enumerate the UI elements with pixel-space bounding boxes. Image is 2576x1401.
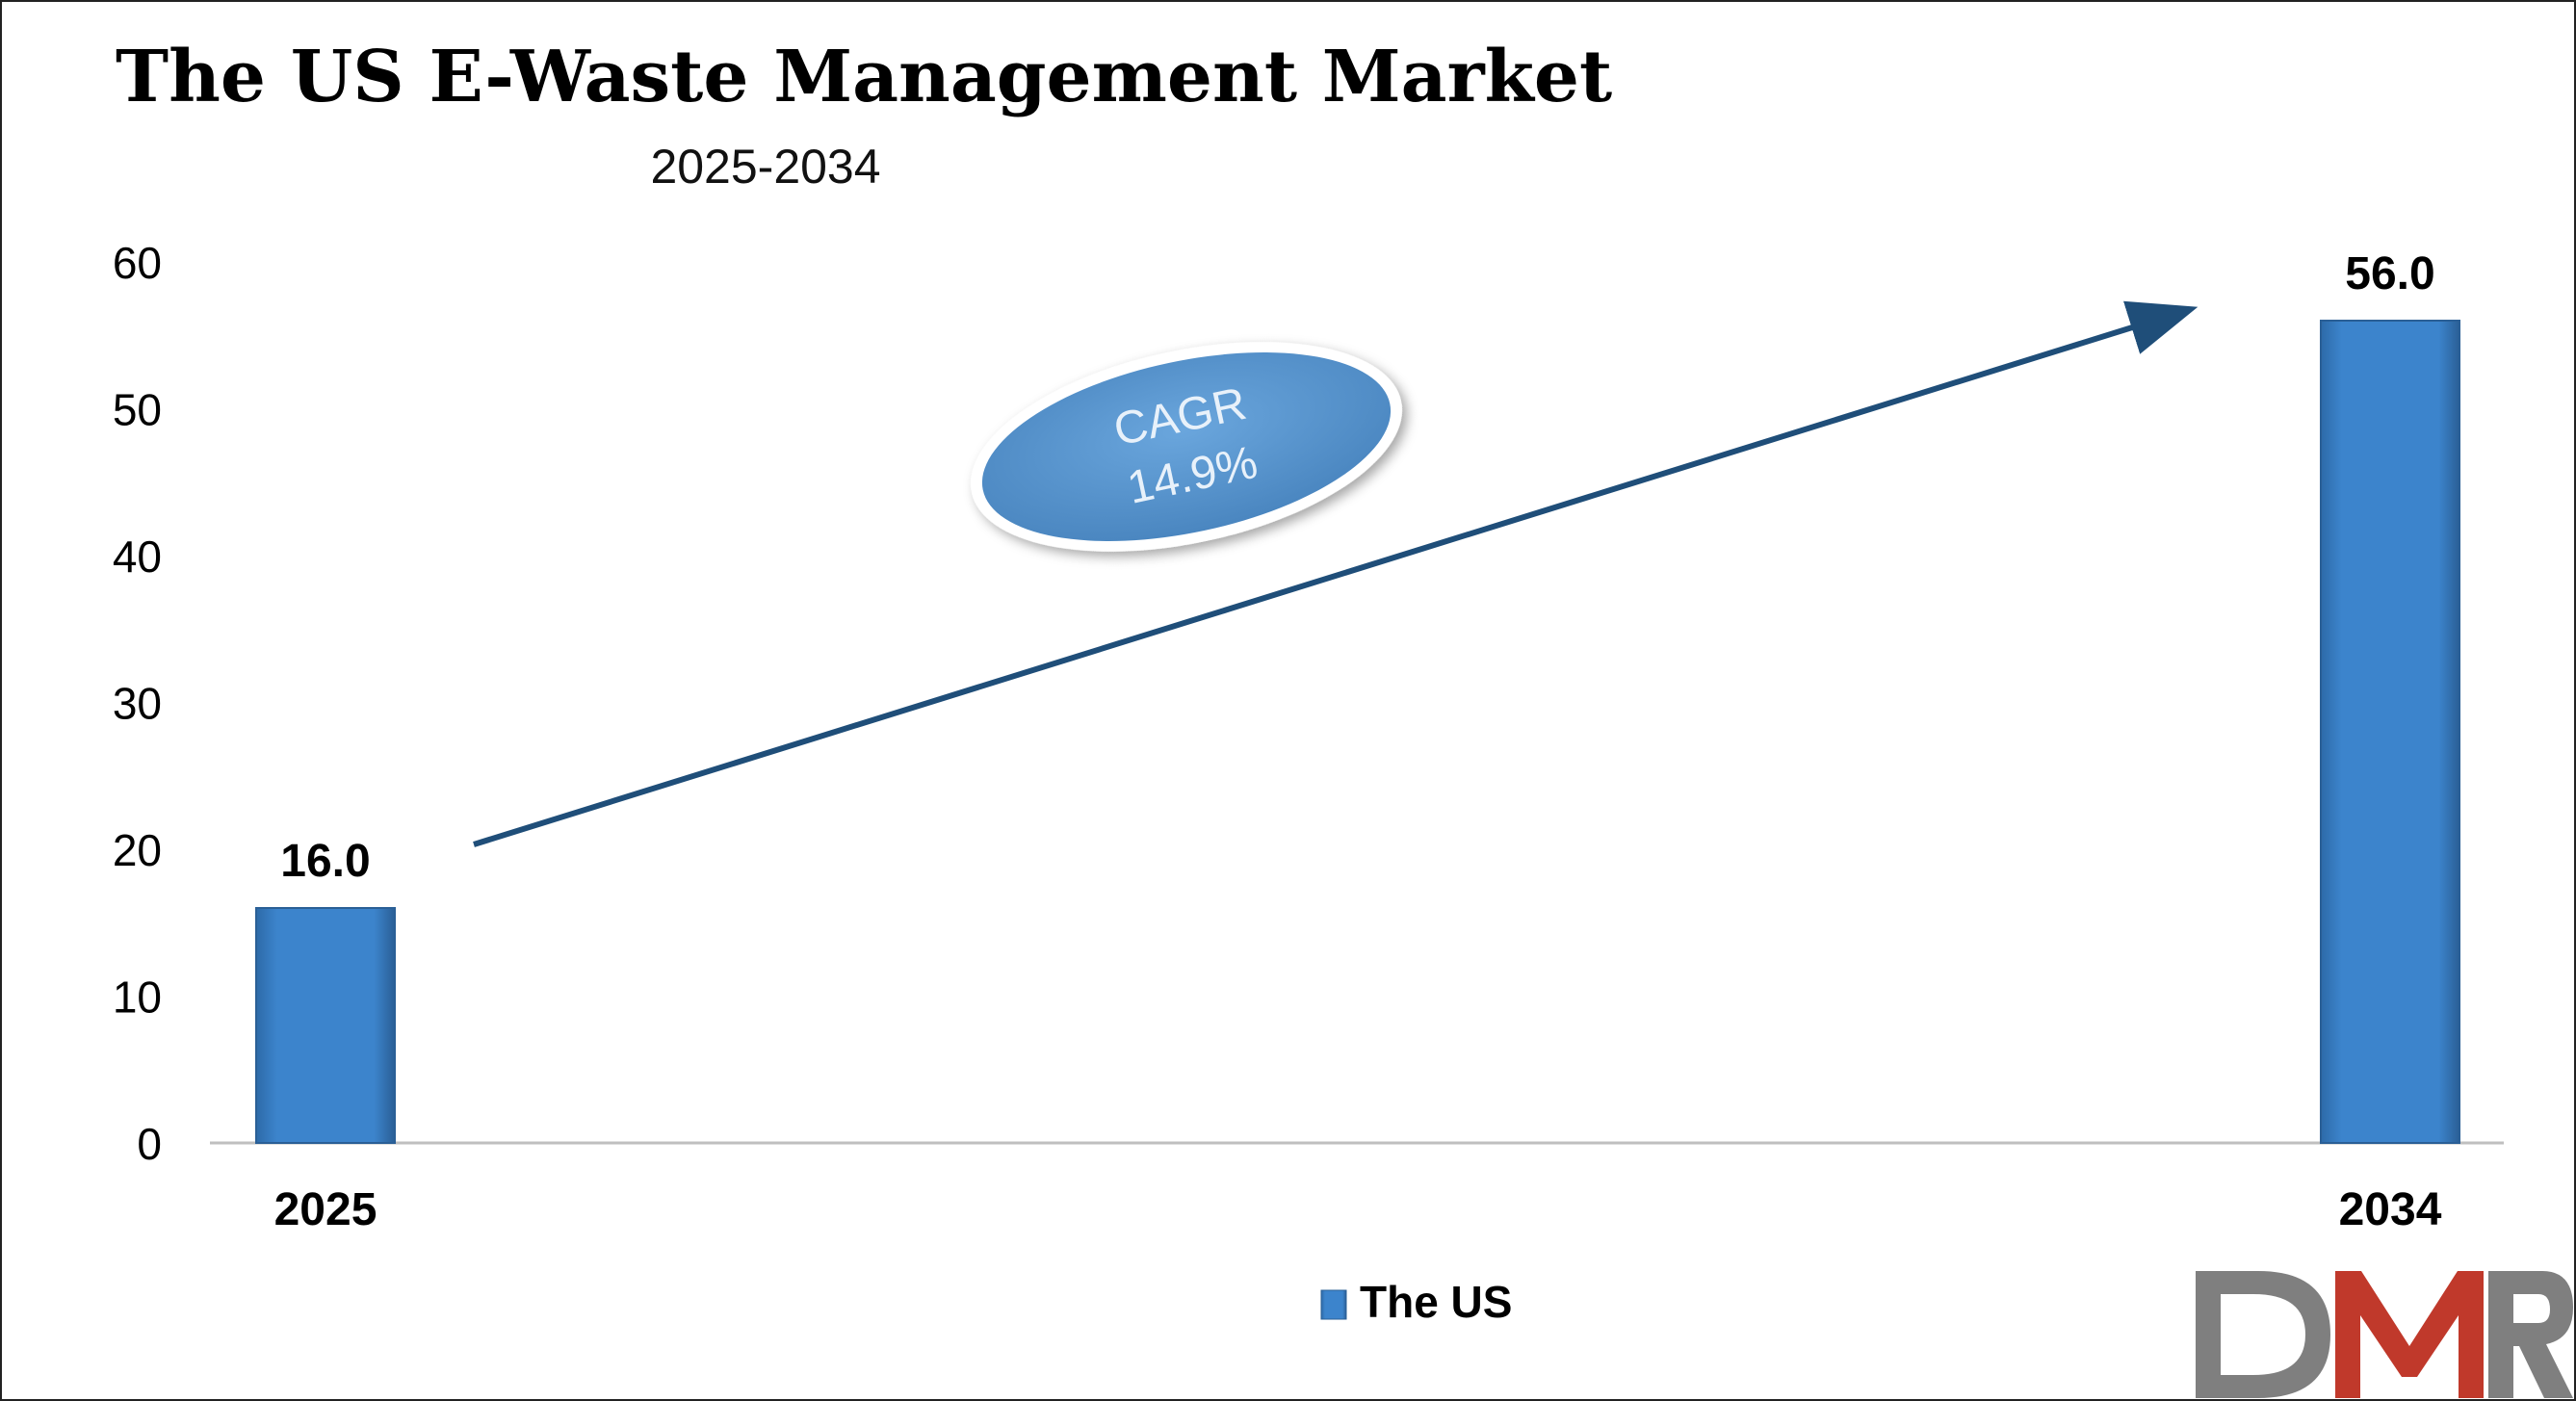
logo-letter-m (2335, 1271, 2484, 1398)
bars (255, 320, 2460, 1144)
cagr-ellipse (981, 352, 1392, 541)
x-axis: 2025 2034 (274, 1184, 2442, 1235)
y-axis: 0 10 20 30 40 50 60 (113, 238, 162, 1169)
logo-letter-d (2196, 1271, 2330, 1398)
chart-title: The US E-Waste Management Market (116, 36, 1612, 118)
data-labels: 16.0 56.0 (280, 248, 2434, 887)
trend-arrow (473, 300, 2199, 847)
legend: The US (1320, 1277, 1512, 1327)
data-label: 56.0 (2345, 248, 2434, 299)
chart-subtitle: 2025-2034 (650, 140, 880, 194)
cagr-badge: CAGR 14.9% (971, 342, 1402, 552)
x-tick-label: 2034 (2339, 1184, 2442, 1235)
dmr-logo (2196, 1271, 2573, 1398)
logo-letter-r (2488, 1271, 2573, 1398)
y-tick-label: 20 (113, 825, 162, 875)
y-tick-label: 10 (113, 973, 162, 1023)
y-tick-label: 40 (113, 532, 162, 582)
y-tick-label: 60 (113, 238, 162, 288)
bar-2025 (255, 907, 396, 1144)
legend-swatch (1320, 1289, 1347, 1320)
bar-2034 (2320, 320, 2460, 1144)
data-label: 16.0 (280, 836, 370, 887)
y-tick-label: 0 (137, 1119, 162, 1169)
y-tick-label: 30 (113, 679, 162, 729)
legend-label: The US (1360, 1277, 1512, 1327)
x-tick-label: 2025 (274, 1184, 377, 1235)
y-tick-label: 50 (113, 385, 162, 435)
